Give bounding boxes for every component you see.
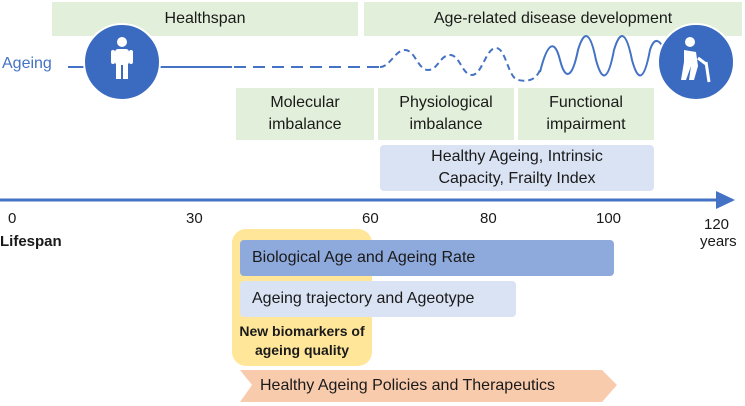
person-icon: [83, 23, 161, 101]
molecular-imbalance-label: Molecular imbalance: [268, 94, 342, 133]
tick-label-30: 30: [186, 210, 203, 227]
axis-unit: years: [700, 233, 737, 250]
ageing-label: Ageing: [2, 55, 52, 72]
biomarkers-box: New biomarkers of ageing quality: [232, 320, 372, 362]
policies-label: Healthy Ageing Policies and Therapeutics: [260, 377, 555, 394]
biological-age-label: Biological Age and Ageing Rate: [252, 249, 476, 266]
tick-label-100: 100: [596, 210, 622, 227]
physiological-imbalance-box: Physiological imbalance: [378, 88, 514, 140]
ageing-line-wavy-solid: [539, 35, 669, 77]
ageing-trajectory-label: Ageing trajectory and Ageotype: [252, 290, 475, 307]
functional-impairment-box: Functional impairment: [518, 88, 654, 140]
disease-development-bar: Age-related disease development: [364, 2, 742, 36]
elderly-person-icon: [657, 23, 735, 101]
policies-arrow-shape: [240, 370, 617, 402]
axis-arrowhead: [716, 191, 735, 209]
tick-label-0: 0: [8, 210, 17, 227]
functional-impairment-label: Functional impairment: [546, 94, 626, 133]
biological-age-bar: Biological Age and Ageing Rate: [240, 240, 614, 276]
tick-label-60: 60: [362, 210, 379, 227]
ageing-trajectory-bar: Ageing trajectory and Ageotype: [240, 281, 516, 317]
physiological-imbalance-label: Physiological imbalance: [399, 94, 493, 133]
composite-indices-label: Healthy Ageing, Intrinsic Capacity, Frai…: [431, 148, 603, 187]
ageing-line-wavy-dashed: [379, 46, 541, 82]
healthspan-label: Healthspan: [164, 10, 246, 27]
disease-development-label: Age-related disease development: [433, 10, 673, 27]
axis-label: Lifespan: [0, 233, 62, 250]
composite-indices-box: Healthy Ageing, Intrinsic Capacity, Frai…: [380, 145, 654, 191]
tick-label-120: 120: [704, 216, 730, 233]
policies-bar: Healthy Ageing Policies and Therapeutics: [252, 370, 604, 402]
tick-label-80: 80: [480, 210, 497, 227]
molecular-imbalance-box: Molecular imbalance: [236, 88, 374, 140]
biomarkers-label: New biomarkers of ageing quality: [239, 323, 365, 358]
